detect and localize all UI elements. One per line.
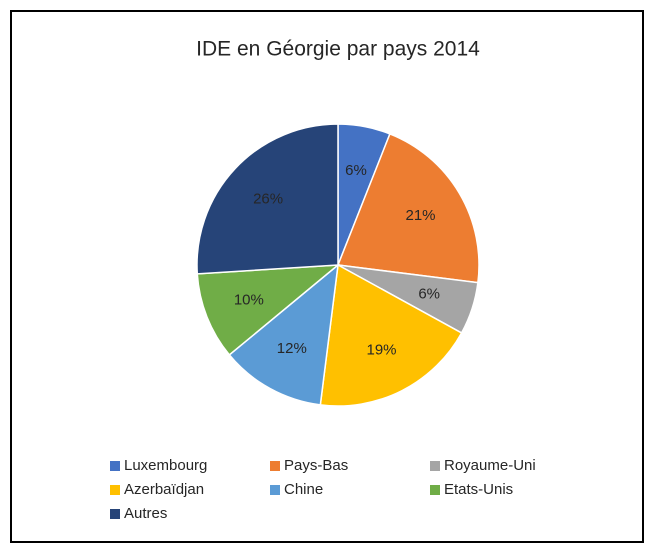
legend-swatch <box>430 461 440 471</box>
legend-swatch <box>110 509 120 519</box>
legend-swatch <box>430 485 440 495</box>
pie-slice <box>336 132 480 284</box>
legend-label: Chine <box>284 481 323 498</box>
legend-label: Royaume-Uni <box>444 457 536 474</box>
data-label: 21% <box>406 207 436 224</box>
pie-slice <box>319 263 463 407</box>
legend-label: Etats-Unis <box>444 481 513 498</box>
data-label: 19% <box>367 341 397 358</box>
pie-slice <box>196 264 341 356</box>
chart-title: IDE en Géorgie par pays 2014 <box>196 38 480 61</box>
legend-swatch <box>270 461 280 471</box>
data-label: 10% <box>234 291 264 308</box>
legend-label: Luxembourg <box>124 457 207 474</box>
legend-label: Autres <box>124 505 167 522</box>
data-label: 6% <box>418 286 440 303</box>
legend-swatch <box>110 485 120 495</box>
pie-slice <box>196 123 339 275</box>
data-label: 6% <box>345 162 367 179</box>
data-label: 26% <box>253 190 283 207</box>
legend-swatch <box>270 485 280 495</box>
legend-label: Pays-Bas <box>284 457 348 474</box>
legend-swatch <box>110 461 120 471</box>
legend-label: Azerbaïdjan <box>124 481 204 498</box>
pie-slice <box>228 263 339 406</box>
data-label: 12% <box>277 340 307 357</box>
